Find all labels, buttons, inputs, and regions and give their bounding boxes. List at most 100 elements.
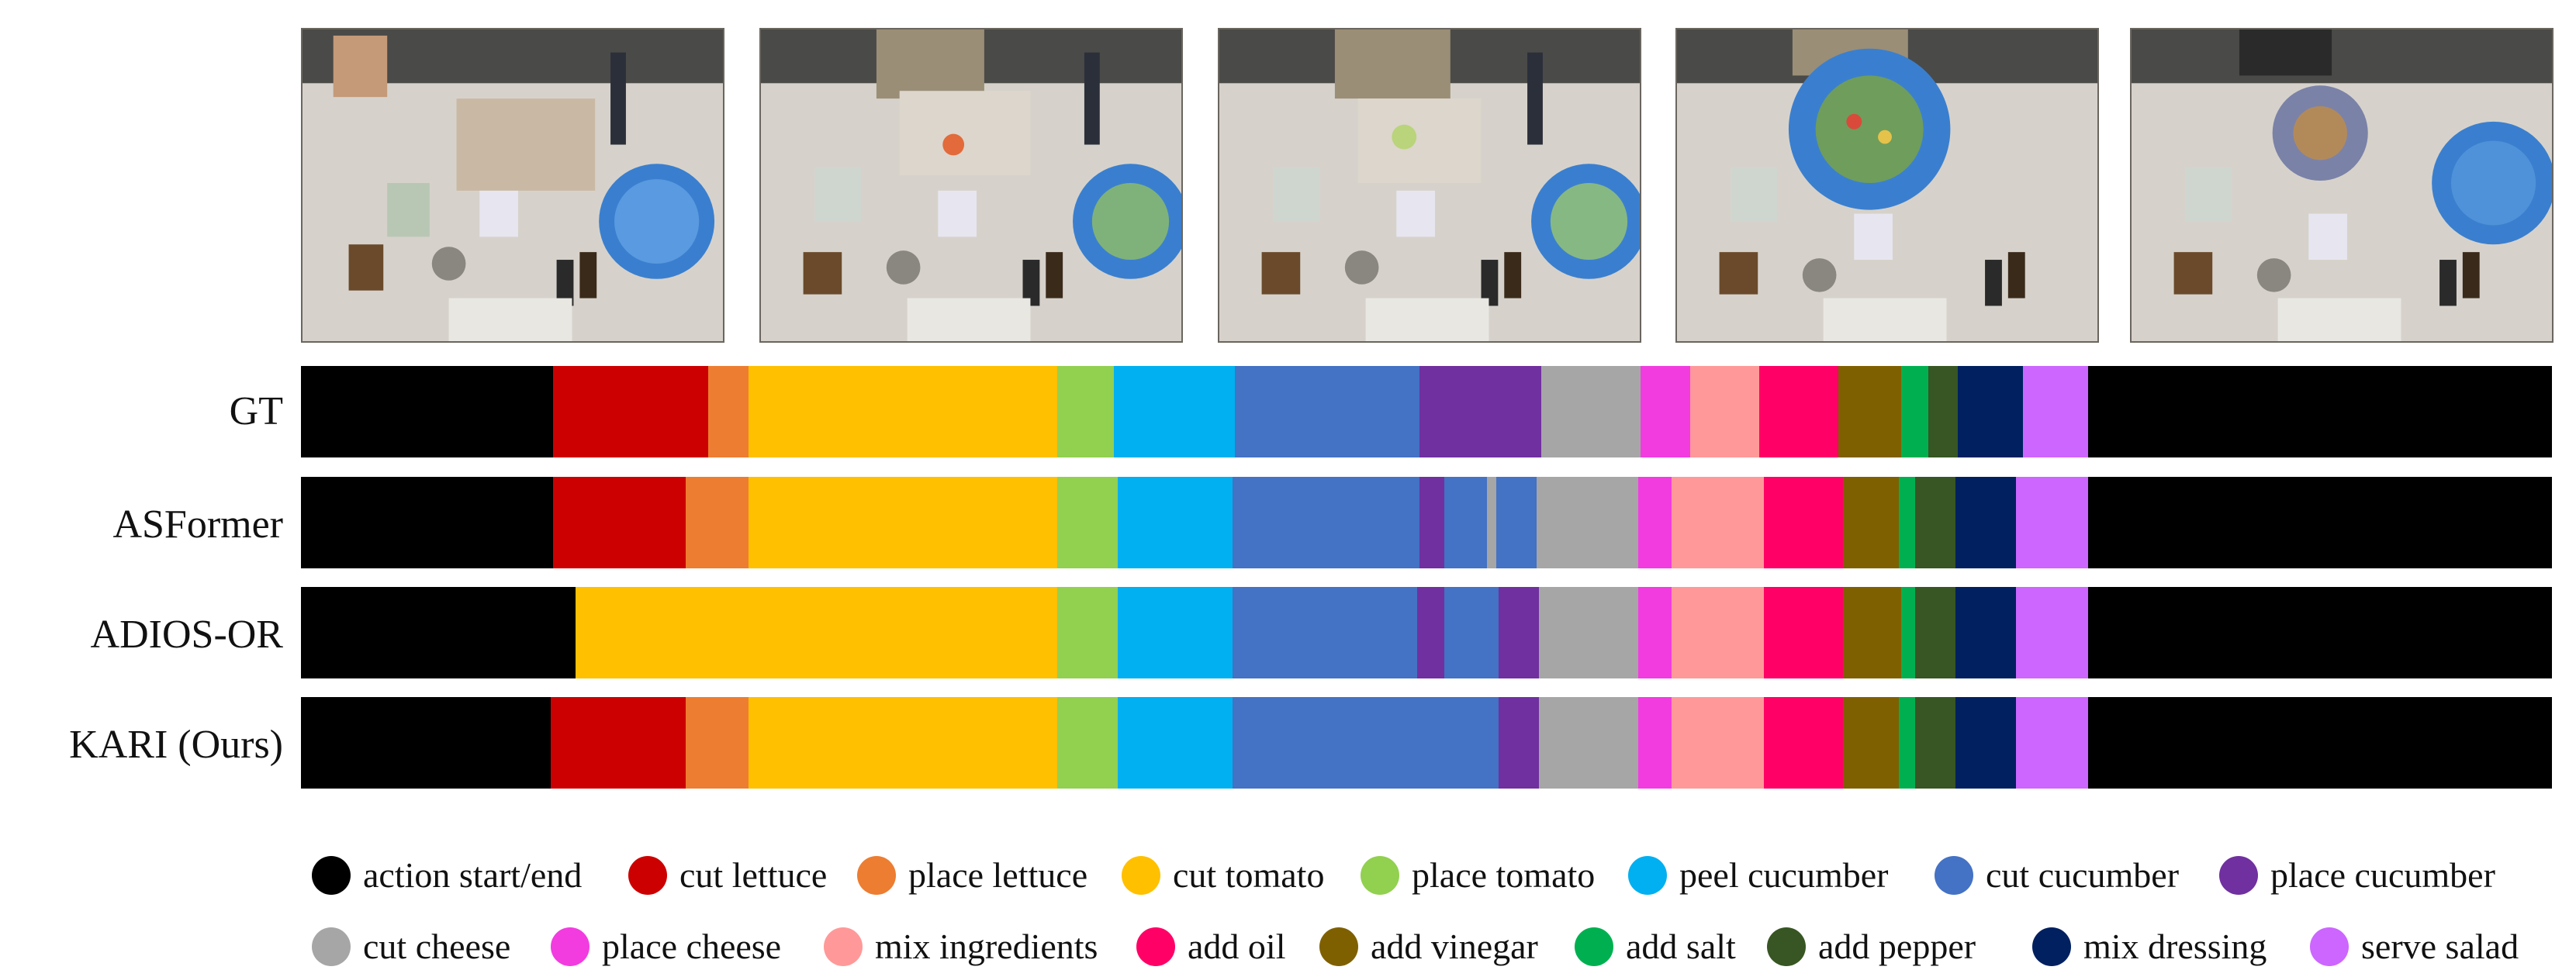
video-frame bbox=[301, 28, 724, 343]
segment-cut-cheese bbox=[1537, 477, 1638, 568]
segment-peel-cucumber bbox=[1118, 697, 1233, 789]
segment-cut-lettuce bbox=[553, 366, 708, 457]
segment-cut-cucumber bbox=[1233, 477, 1419, 568]
video-frame bbox=[1218, 28, 1641, 343]
legend-item: serve salad bbox=[2310, 923, 2519, 970]
legend-swatch bbox=[1767, 927, 1806, 966]
segment-add-pepper bbox=[1928, 366, 1958, 457]
legend-label: cut cheese bbox=[363, 927, 511, 966]
segment-bar-asformer bbox=[301, 477, 2552, 568]
segment-add-pepper bbox=[1915, 697, 1955, 789]
legend-swatch bbox=[551, 927, 590, 966]
legend-item: action start/end bbox=[312, 852, 582, 899]
legend: action start/end cut lettuce place lettu… bbox=[0, 806, 2576, 966]
segment-add-oil bbox=[1764, 697, 1843, 789]
legend-item: place cucumber bbox=[2219, 852, 2495, 899]
segment-place-cheese bbox=[1638, 587, 1672, 678]
legend-swatch bbox=[824, 927, 863, 966]
legend-swatch bbox=[1122, 856, 1160, 895]
legend-label: cut tomato bbox=[1173, 855, 1325, 895]
legend-swatch bbox=[628, 856, 667, 895]
legend-label: serve salad bbox=[2361, 927, 2519, 966]
segment-action-start-end bbox=[301, 366, 553, 457]
segment-mix-ingredients bbox=[1690, 366, 1759, 457]
segment-add-vinegar bbox=[1838, 366, 1901, 457]
segment-action-start-end bbox=[2088, 587, 2552, 678]
legend-swatch bbox=[1628, 856, 1667, 895]
segment-add-vinegar bbox=[1843, 477, 1899, 568]
segment-place-lettuce bbox=[708, 366, 749, 457]
legend-label: action start/end bbox=[363, 855, 583, 895]
legend-label: place cheese bbox=[602, 927, 782, 966]
segment-cut-tomato bbox=[576, 587, 1057, 678]
segment-cut-cheese bbox=[1539, 697, 1638, 789]
segment-bar-kari bbox=[301, 697, 2552, 789]
segment-add-pepper bbox=[1915, 477, 1955, 568]
legend-label: add vinegar bbox=[1371, 927, 1538, 966]
segment-place-lettuce bbox=[686, 697, 749, 789]
legend-label: mix ingredients bbox=[875, 927, 1098, 966]
segment-mix-dressing bbox=[1958, 366, 2023, 457]
legend-label: add pepper bbox=[1818, 927, 1976, 966]
legend-swatch bbox=[857, 856, 896, 895]
segment-action-start-end bbox=[2088, 366, 2552, 457]
segment-add-oil bbox=[1764, 587, 1843, 678]
legend-swatch bbox=[1935, 856, 1973, 895]
legend-label: cut cucumber bbox=[1986, 855, 2180, 895]
segment-cut-lettuce bbox=[553, 477, 686, 568]
segment-place-cucumber bbox=[1417, 587, 1444, 678]
segment-action-start-end bbox=[301, 587, 576, 678]
segment-add-oil bbox=[1759, 366, 1838, 457]
legend-label: mix dressing bbox=[2083, 927, 2267, 966]
segment-mix-dressing bbox=[1955, 477, 2016, 568]
legend-swatch bbox=[1361, 856, 1399, 895]
legend-item: cut cucumber bbox=[1935, 852, 2179, 899]
video-frame bbox=[1675, 28, 2099, 343]
segment-mix-ingredients bbox=[1672, 477, 1764, 568]
legend-item: cut lettuce bbox=[628, 852, 827, 899]
segment-cut-cucumber bbox=[1235, 366, 1419, 457]
segment-cut-cucumber bbox=[1444, 477, 1487, 568]
segment-mix-dressing bbox=[1955, 697, 2016, 789]
segment-serve-salad bbox=[2016, 697, 2088, 789]
row-label-kari: KARI (Ours) bbox=[69, 723, 283, 767]
segment-serve-salad bbox=[2016, 477, 2088, 568]
segment-place-tomato bbox=[1057, 697, 1118, 789]
segment-serve-salad bbox=[2023, 366, 2088, 457]
segment-cut-tomato bbox=[749, 697, 1057, 789]
segment-add-salt bbox=[1901, 587, 1915, 678]
segment-cut-cucumber bbox=[1444, 587, 1499, 678]
segment-add-vinegar bbox=[1843, 587, 1901, 678]
segment-add-oil bbox=[1764, 477, 1843, 568]
legend-swatch bbox=[1319, 927, 1358, 966]
segment-place-cucumber bbox=[1499, 697, 1539, 789]
video-frames bbox=[0, 0, 2576, 349]
row-label-adios-or: ADIOS-OR bbox=[90, 613, 283, 657]
legend-label: add oil bbox=[1188, 927, 1286, 966]
segment-cut-cucumber bbox=[1233, 697, 1499, 789]
legend-label: place cucumber bbox=[2270, 855, 2495, 895]
segment-peel-cucumber bbox=[1118, 587, 1233, 678]
segment-place-cheese bbox=[1638, 697, 1672, 789]
segment-cut-tomato bbox=[749, 477, 1057, 568]
segment-bar-adios-or bbox=[301, 587, 2552, 678]
legend-item: peel cucumber bbox=[1628, 852, 1888, 899]
legend-swatch bbox=[312, 927, 351, 966]
segment-mix-ingredients bbox=[1672, 697, 1764, 789]
segment-serve-salad bbox=[2016, 587, 2088, 678]
legend-item: mix ingredients bbox=[824, 923, 1098, 970]
legend-swatch bbox=[2310, 927, 2349, 966]
legend-item: add oil bbox=[1136, 923, 1285, 970]
legend-swatch bbox=[1575, 927, 1613, 966]
segment-cut-cucumber bbox=[1233, 587, 1417, 678]
segment-place-lettuce bbox=[686, 477, 749, 568]
segment-place-cucumber bbox=[1419, 477, 1444, 568]
segment-cut-cheese bbox=[1539, 587, 1638, 678]
segment-cut-cheese bbox=[1487, 477, 1496, 568]
segment-cut-cucumber bbox=[1496, 477, 1537, 568]
row-label-gt: GT bbox=[229, 389, 283, 433]
segment-place-cucumber bbox=[1499, 587, 1539, 678]
legend-item: cut tomato bbox=[1122, 852, 1324, 899]
segment-add-vinegar bbox=[1843, 697, 1899, 789]
segment-action-start-end bbox=[2088, 697, 2552, 789]
